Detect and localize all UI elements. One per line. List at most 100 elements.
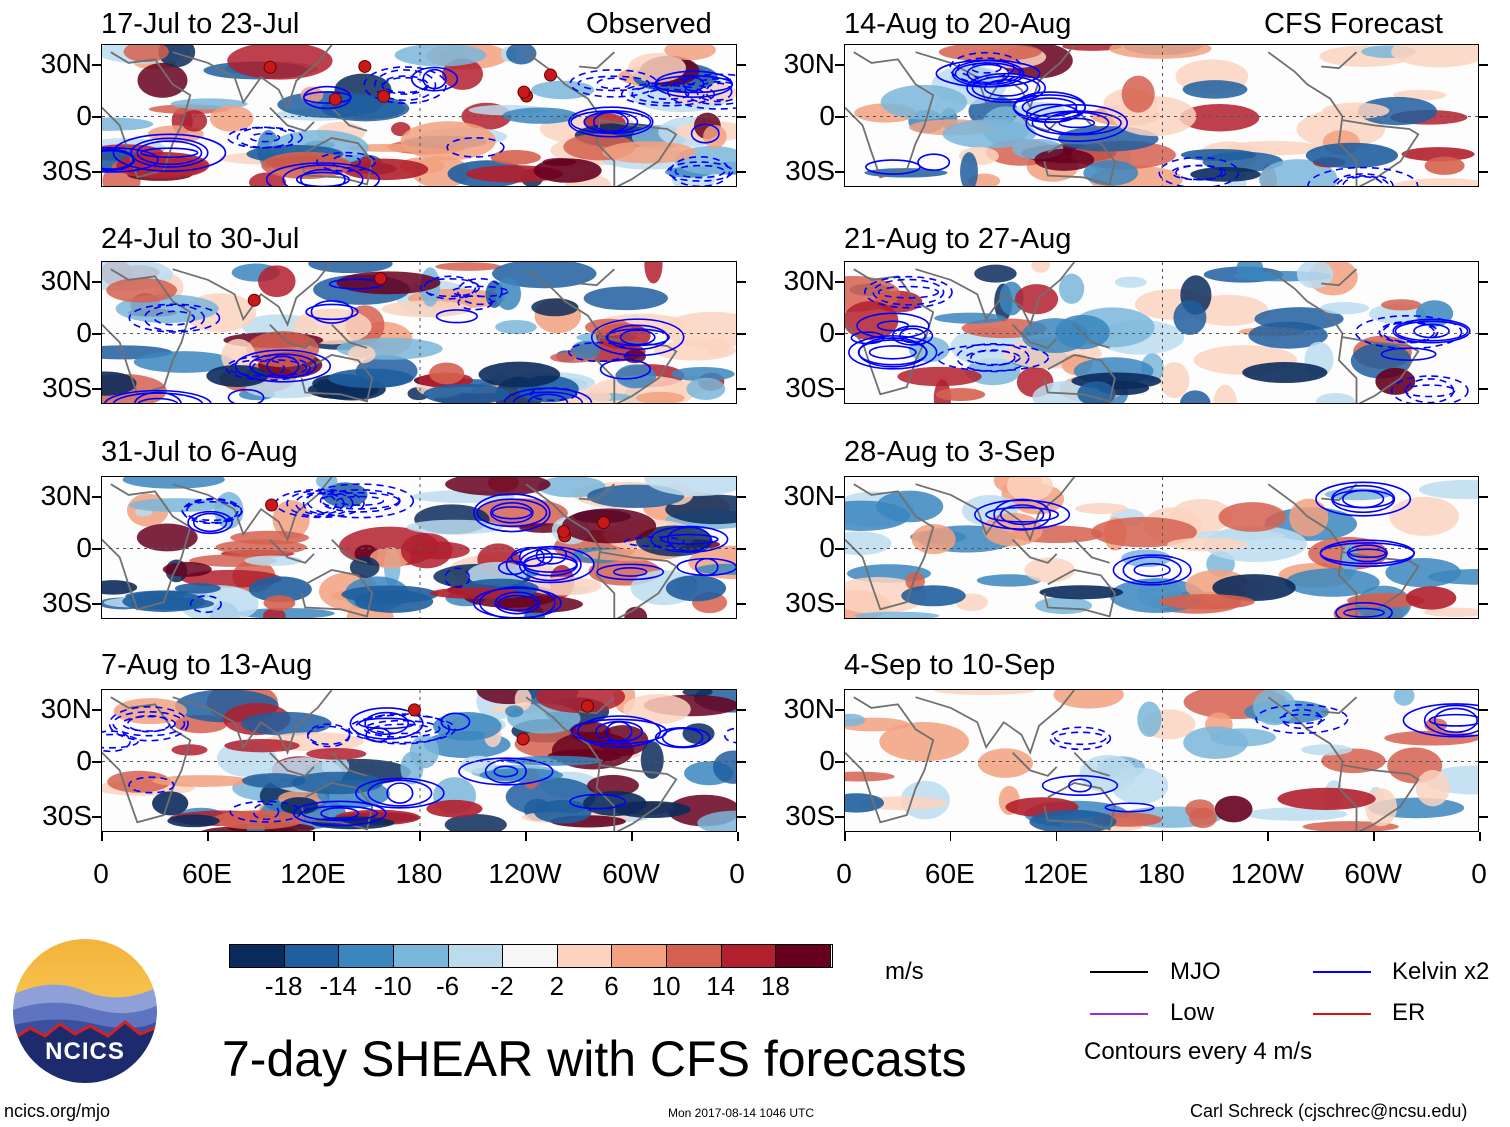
kelvin-contour <box>605 328 670 347</box>
y-tick-label: 30N <box>783 693 835 724</box>
strong-shear-anomaly <box>131 597 215 610</box>
coastline <box>1073 323 1110 349</box>
x-tick-label: 60E <box>924 858 975 889</box>
x-tick-label: 120E <box>280 858 346 889</box>
positive-shear-anomaly <box>1391 45 1478 68</box>
positive-shear-anomaly <box>879 722 969 762</box>
coastline <box>1321 696 1358 715</box>
positive-shear-anomaly <box>845 771 895 782</box>
negative-shear-anomaly <box>644 477 736 497</box>
axis-tick <box>1161 832 1163 841</box>
negative-shear-anomaly <box>934 312 1006 324</box>
negative-shear-anomaly <box>845 713 866 727</box>
axis-tick <box>92 761 101 763</box>
positive-shear-anomaly <box>137 62 188 98</box>
negative-shear-anomaly <box>492 262 597 289</box>
coastline <box>525 696 616 831</box>
strong-shear-anomaly <box>354 590 434 613</box>
kelvin-contour <box>595 720 644 743</box>
positive-shear-anomaly <box>1053 690 1124 709</box>
negative-shear-anomaly <box>845 531 892 556</box>
tropical-cyclone-icon <box>407 703 421 717</box>
negative-shear-anomaly <box>505 755 604 766</box>
kelvin-contour <box>336 495 385 506</box>
kelvin-contour <box>612 567 648 577</box>
legend-kelvin-line <box>1313 971 1371 973</box>
kelvin-contour <box>301 805 378 822</box>
strong-shear-anomaly <box>426 799 483 818</box>
coastline <box>1267 268 1358 403</box>
kelvin-contour <box>1158 156 1240 186</box>
kelvin-contour <box>606 324 669 351</box>
axis-tick <box>835 603 844 605</box>
positive-shear-anomaly <box>1179 103 1260 132</box>
colorbar-swatch <box>393 945 449 967</box>
kelvin-contour <box>599 358 652 380</box>
strong-shear-anomaly <box>102 371 137 396</box>
colorbar-swatch <box>503 945 558 967</box>
positive-shear-anomaly <box>644 262 663 284</box>
positive-shear-anomaly <box>623 694 691 725</box>
positive-shear-anomaly <box>347 345 376 364</box>
axis-tick <box>835 333 844 335</box>
kelvin-contour <box>364 711 410 736</box>
coastline <box>102 268 192 396</box>
footer-url[interactable]: ncics.org/mjo <box>4 1101 111 1121</box>
x-tick-label: 180 <box>395 858 443 889</box>
shear-map-panel <box>844 689 1479 832</box>
positive-shear-anomaly <box>977 748 1033 778</box>
kelvin-contour <box>1354 314 1463 350</box>
negative-shear-anomaly <box>1393 690 1415 706</box>
positive-shear-anomaly <box>123 45 169 63</box>
negative-shear-anomaly <box>1083 160 1139 186</box>
shear-map-panel <box>101 261 737 404</box>
kelvin-contour <box>367 779 433 807</box>
negative-shear-anomaly <box>1342 543 1359 577</box>
coastline <box>331 751 368 777</box>
kelvin-contour <box>970 349 1016 367</box>
colorbar-units: m/s <box>885 958 924 985</box>
coastline <box>1043 137 1116 186</box>
strong-shear-anomaly <box>533 158 602 183</box>
positive-shear-anomaly <box>1415 770 1450 807</box>
strong-shear-anomaly <box>429 362 465 385</box>
coastline <box>102 483 192 611</box>
axis-tick <box>835 388 844 390</box>
kelvin-contour <box>899 327 926 344</box>
coastline <box>578 268 615 287</box>
panel-title: 4-Sep to 10-Sep <box>844 649 1056 681</box>
y-tick-label: 30N <box>783 265 835 296</box>
positive-shear-anomaly <box>246 331 320 368</box>
colorbar-swatch <box>448 945 504 967</box>
kelvin-contour <box>130 137 209 168</box>
negative-shear-anomaly <box>640 741 664 779</box>
negative-shear-anomaly <box>240 711 332 736</box>
negative-shear-anomaly <box>102 117 154 131</box>
negative-shear-anomaly <box>241 773 306 789</box>
kelvin-contour <box>1342 175 1384 186</box>
negative-shear-anomaly <box>1301 744 1353 756</box>
kelvin-contour <box>381 75 429 95</box>
negative-shear-anomaly <box>277 91 383 118</box>
kelvin-contour <box>868 345 917 360</box>
kelvin-contour <box>624 536 685 548</box>
coastline <box>172 477 333 542</box>
colorbar-swatch <box>339 945 394 967</box>
legend-mjo-line <box>1090 971 1148 973</box>
positive-shear-anomaly <box>703 124 727 149</box>
axis-tick <box>737 333 746 335</box>
tropical-cyclone-icon <box>516 732 530 746</box>
kelvin-contour <box>983 79 1029 97</box>
kelvin-contour <box>619 329 656 346</box>
axis-tick <box>92 548 101 550</box>
positive-shear-anomaly <box>602 141 696 164</box>
kelvin-contour <box>319 489 401 513</box>
kelvin-contour <box>451 285 509 298</box>
coastline <box>102 696 192 824</box>
kelvin-contour <box>583 111 639 133</box>
y-tick-label: 0 <box>76 317 92 348</box>
kelvin-contour <box>1404 384 1456 398</box>
negative-shear-anomaly <box>583 286 668 311</box>
panel-title: 14-Aug to 20-Aug <box>844 8 1072 40</box>
axis-tick <box>737 816 746 818</box>
